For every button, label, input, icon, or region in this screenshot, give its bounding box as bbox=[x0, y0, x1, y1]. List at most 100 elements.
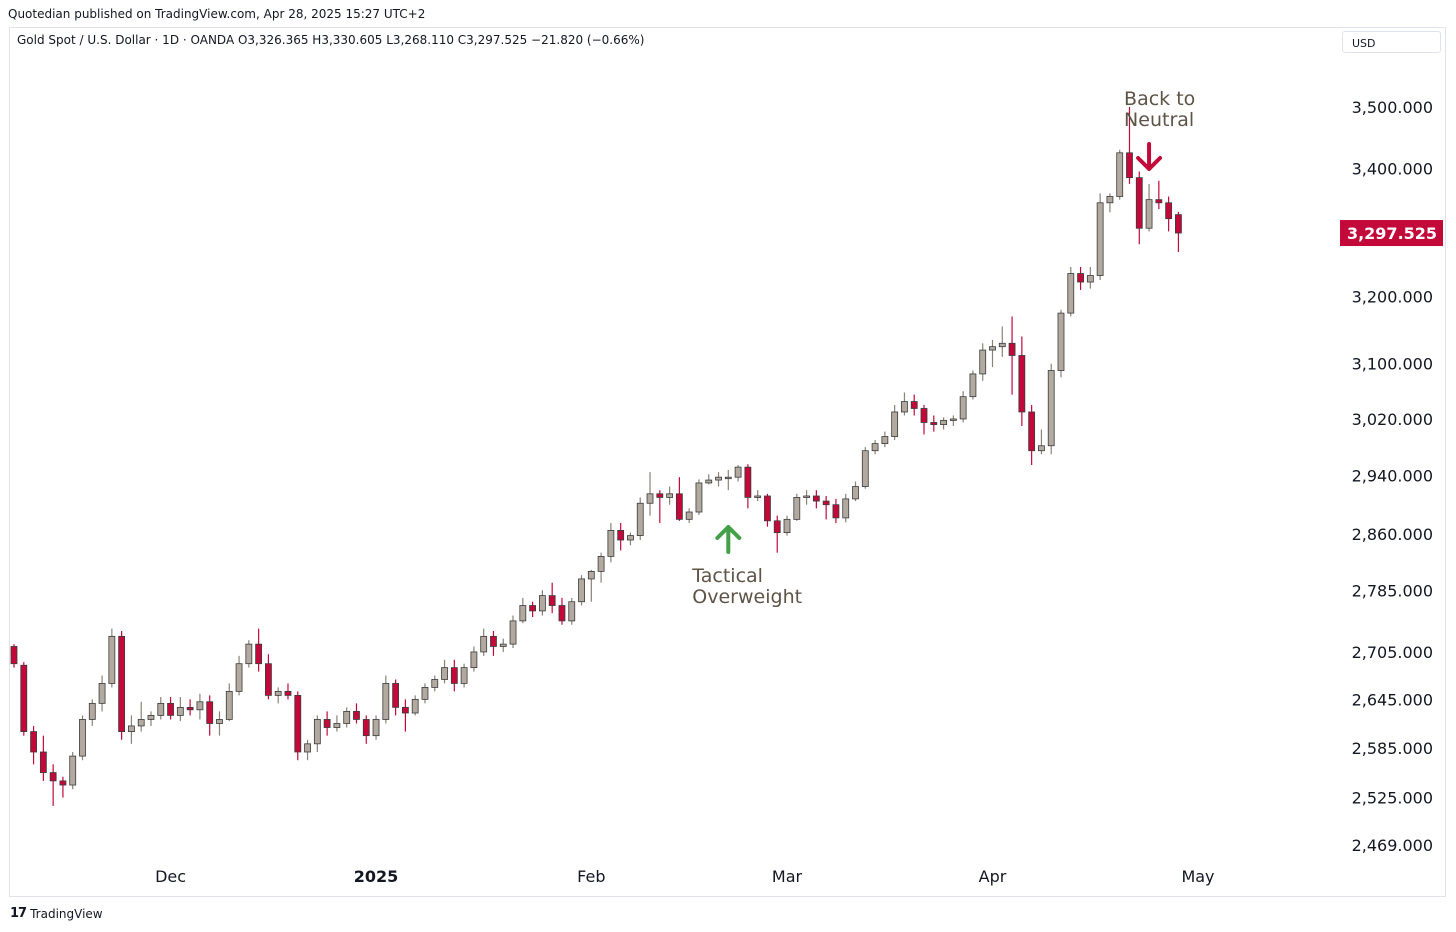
candle-body bbox=[118, 635, 126, 732]
candle bbox=[822, 495, 830, 520]
price-tick-label: 3,500.000 bbox=[1352, 98, 1433, 117]
candle-body bbox=[382, 683, 390, 720]
candle bbox=[88, 699, 96, 726]
candle-body bbox=[343, 710, 351, 724]
candle-body bbox=[39, 751, 47, 773]
candle-body bbox=[959, 396, 967, 420]
candle-body bbox=[216, 719, 223, 724]
candle-body bbox=[1057, 312, 1065, 371]
candle bbox=[1067, 266, 1075, 317]
candle-body bbox=[1028, 411, 1036, 452]
candle-body bbox=[675, 493, 683, 520]
candle bbox=[20, 662, 28, 736]
candle bbox=[490, 630, 497, 656]
candle bbox=[1038, 429, 1045, 455]
tradingview-brand-text: TradingView bbox=[30, 906, 103, 921]
candle bbox=[695, 479, 703, 515]
time-tick-label: May bbox=[1181, 867, 1214, 886]
candle bbox=[98, 675, 106, 712]
published-by-line: Quotedian published on TradingView.com, … bbox=[8, 7, 426, 21]
candle-body bbox=[450, 667, 458, 684]
price-tick-label: 2,860.000 bbox=[1352, 525, 1433, 544]
candle bbox=[998, 326, 1006, 357]
candle-body bbox=[587, 570, 595, 580]
candle-body bbox=[186, 706, 194, 711]
candle bbox=[910, 394, 918, 416]
candle-body bbox=[196, 701, 204, 711]
candle-body bbox=[411, 698, 419, 714]
candle-body bbox=[744, 466, 752, 498]
candle bbox=[157, 696, 165, 720]
candle bbox=[568, 597, 576, 625]
candle bbox=[646, 472, 654, 516]
time-tick-label: Apr bbox=[979, 867, 1007, 886]
candle bbox=[871, 440, 879, 455]
candle-body bbox=[20, 664, 28, 732]
candle bbox=[69, 751, 77, 790]
candle bbox=[421, 683, 429, 704]
candle-body bbox=[705, 479, 713, 484]
candle-body bbox=[627, 535, 634, 541]
candle-body bbox=[460, 667, 468, 684]
price-axis[interactable]: 3,500.000 3,400.000 3,200.000 3,100.000 3,02… bbox=[1352, 98, 1433, 855]
candle-body bbox=[137, 719, 145, 727]
candle bbox=[235, 655, 243, 696]
candle-body bbox=[176, 706, 184, 716]
candle-body bbox=[59, 780, 67, 786]
candle-body bbox=[98, 683, 106, 704]
candle-body bbox=[79, 719, 86, 757]
candle bbox=[597, 552, 605, 583]
candle-body bbox=[147, 715, 155, 720]
candle-body bbox=[294, 694, 302, 753]
candle-body bbox=[949, 418, 957, 421]
candle bbox=[920, 405, 928, 435]
candle bbox=[167, 696, 174, 720]
candle bbox=[353, 703, 360, 724]
candle bbox=[1165, 196, 1173, 232]
time-axis[interactable]: Dec 2025 Feb Mar Apr May bbox=[155, 867, 1214, 886]
candle bbox=[519, 597, 527, 624]
candle bbox=[1126, 107, 1133, 184]
candle bbox=[1155, 180, 1163, 210]
candle-body bbox=[832, 504, 840, 519]
candle bbox=[783, 515, 791, 536]
candle bbox=[411, 695, 419, 716]
price-tick-label: 2,705.000 bbox=[1352, 643, 1433, 662]
candle bbox=[499, 638, 507, 652]
candle bbox=[842, 493, 850, 523]
currency-selector[interactable]: USD bbox=[1342, 31, 1441, 53]
candles-layer bbox=[10, 107, 1182, 806]
candle-body bbox=[803, 495, 810, 498]
candle-body bbox=[852, 486, 859, 500]
candle-body bbox=[979, 349, 987, 375]
candle-body bbox=[842, 498, 850, 519]
last-price-marker: 3,297.525 bbox=[1340, 220, 1443, 247]
candle-body bbox=[1155, 199, 1163, 204]
candle-body bbox=[1145, 199, 1153, 229]
candle-body bbox=[793, 497, 801, 520]
candle-body bbox=[519, 605, 527, 622]
candle bbox=[803, 490, 810, 505]
candle-body bbox=[480, 635, 488, 653]
candle bbox=[225, 683, 233, 722]
candle bbox=[705, 474, 713, 485]
candle bbox=[1135, 171, 1143, 245]
candle bbox=[558, 597, 566, 625]
tradingview-branding[interactable]: 17 TradingView bbox=[10, 906, 103, 921]
candle-body bbox=[1106, 196, 1114, 204]
price-tick-label: 2,525.000 bbox=[1352, 789, 1433, 808]
candle-body bbox=[871, 443, 879, 452]
candle bbox=[989, 339, 996, 368]
candle bbox=[1057, 309, 1065, 378]
candle-body bbox=[646, 493, 654, 504]
candle-body bbox=[881, 436, 889, 445]
candle bbox=[265, 654, 272, 700]
candle bbox=[304, 739, 311, 761]
candle-body bbox=[421, 687, 429, 700]
candle-body bbox=[891, 411, 899, 437]
candle bbox=[764, 493, 771, 527]
candle-body bbox=[167, 702, 174, 716]
price-tick-label: 2,585.000 bbox=[1352, 739, 1433, 758]
candle bbox=[852, 481, 859, 502]
